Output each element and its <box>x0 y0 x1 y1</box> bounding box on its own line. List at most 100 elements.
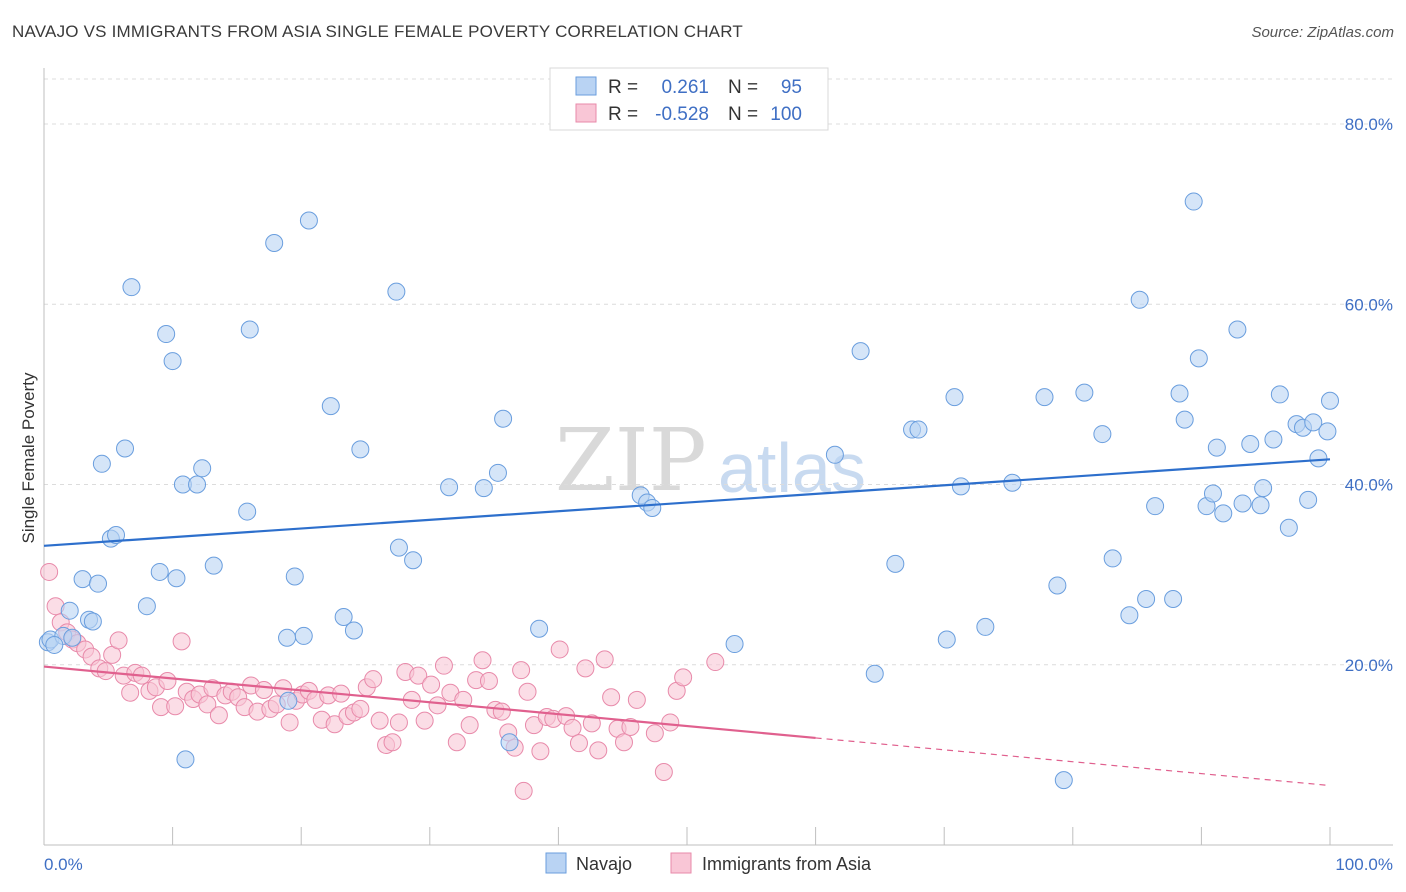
data-point <box>209 706 228 725</box>
data-point <box>479 671 498 690</box>
data-point <box>1321 391 1339 410</box>
data-point <box>494 409 513 428</box>
trend-line-asia <box>43 665 816 740</box>
data-point <box>825 445 844 464</box>
data-point <box>488 463 507 482</box>
data-point <box>204 556 223 575</box>
data-point <box>706 653 725 672</box>
data-point <box>1241 434 1260 453</box>
data-point <box>1279 518 1298 537</box>
data-point <box>83 612 102 631</box>
series-navajo <box>38 192 1339 790</box>
data-point <box>1207 438 1226 457</box>
data-point <box>1189 349 1208 368</box>
data-point <box>1318 422 1337 441</box>
data-point <box>1075 383 1094 402</box>
data-point <box>1175 410 1194 429</box>
data-point <box>1254 479 1273 498</box>
data-point <box>60 601 79 620</box>
y-tick-label: 80.0% <box>1345 115 1393 134</box>
data-point <box>951 477 970 496</box>
legend-swatch-asia <box>575 103 597 123</box>
data-point <box>188 475 207 494</box>
data-point <box>285 567 304 586</box>
data-point <box>334 608 353 627</box>
data-point <box>121 683 140 702</box>
data-point <box>645 724 664 743</box>
data-point <box>63 628 82 647</box>
legend-n-label-asia: N = <box>728 104 758 125</box>
data-point <box>351 699 370 718</box>
data-point <box>674 668 693 687</box>
axes <box>43 68 1393 846</box>
trend-line-asia-extrapolated <box>815 737 1331 787</box>
legend-r-value-asia: -0.528 <box>655 104 709 125</box>
legend-n-value-navajo: 95 <box>781 77 802 98</box>
legend-r-value-navajo: 0.261 <box>661 77 709 98</box>
bottom-legend-swatch-asia <box>670 852 692 874</box>
data-point <box>460 716 479 735</box>
data-point <box>344 621 363 640</box>
data-point <box>172 632 191 651</box>
data-point <box>116 439 135 458</box>
data-point <box>514 781 533 800</box>
data-point <box>265 234 284 253</box>
data-point <box>389 713 408 732</box>
data-point <box>512 661 531 680</box>
data-point <box>351 440 370 459</box>
legend-r-label-asia: R = <box>608 104 638 125</box>
data-point <box>383 733 402 752</box>
data-point <box>1299 490 1318 509</box>
trend-lines <box>43 458 1331 787</box>
data-point <box>643 498 662 517</box>
data-point <box>370 711 389 730</box>
data-point <box>1048 576 1067 595</box>
data-point <box>937 630 956 649</box>
trend-line-navajo <box>43 458 1331 547</box>
data-point <box>137 597 156 616</box>
data-point <box>122 278 141 297</box>
data-point <box>614 733 633 752</box>
data-point <box>492 702 511 721</box>
data-point <box>1137 589 1156 608</box>
series-legend: Navajo Immigrants from Asia <box>545 852 872 874</box>
data-point <box>576 659 595 678</box>
data-point <box>1203 484 1222 503</box>
data-point <box>278 628 297 647</box>
y-axis-title: Single Female Poverty <box>19 372 38 544</box>
data-point <box>166 697 185 716</box>
data-point <box>1130 290 1149 309</box>
data-point <box>299 211 318 230</box>
data-point <box>582 714 601 733</box>
data-point <box>1214 504 1233 523</box>
data-point <box>294 626 313 645</box>
y-tick-label: 60.0% <box>1345 295 1393 314</box>
data-point <box>550 640 569 659</box>
data-point <box>1003 473 1022 492</box>
data-point <box>1309 449 1328 468</box>
y-tick-labels: 20.0% 40.0% 60.0% 80.0% <box>1345 115 1393 675</box>
data-point <box>176 750 195 769</box>
data-point <box>530 619 549 638</box>
data-point <box>45 635 64 654</box>
data-point <box>157 325 176 344</box>
data-point <box>1093 425 1112 444</box>
data-point <box>167 569 186 588</box>
data-point <box>193 459 212 478</box>
data-point <box>1170 384 1189 403</box>
data-point <box>387 282 406 301</box>
data-point <box>886 554 905 573</box>
data-point <box>627 690 646 709</box>
series-immigrants-from-asia <box>40 562 725 800</box>
data-point <box>1035 388 1054 407</box>
data-point <box>524 716 543 735</box>
data-point <box>909 420 928 439</box>
data-point <box>279 691 298 710</box>
data-point <box>500 733 519 752</box>
data-point <box>73 570 92 589</box>
data-point <box>1164 589 1183 608</box>
data-point <box>428 696 447 715</box>
data-point <box>240 320 259 339</box>
